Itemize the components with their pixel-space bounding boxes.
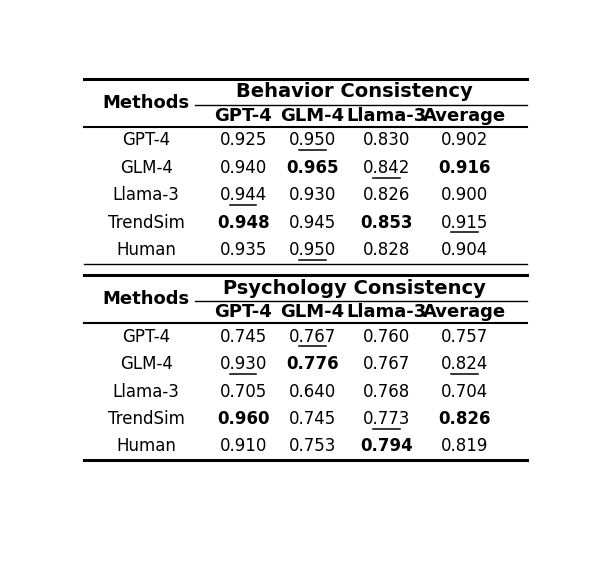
- Text: Human: Human: [116, 438, 176, 456]
- Text: Methods: Methods: [103, 290, 190, 308]
- Text: Llama-3: Llama-3: [346, 303, 426, 321]
- Text: 0.853: 0.853: [360, 214, 412, 232]
- Text: 0.916: 0.916: [439, 159, 491, 177]
- Text: 0.948: 0.948: [217, 214, 269, 232]
- Text: 0.830: 0.830: [362, 131, 410, 149]
- Text: Psychology Consistency: Psychology Consistency: [222, 278, 485, 298]
- Text: GPT-4: GPT-4: [122, 328, 170, 346]
- Text: 0.757: 0.757: [441, 328, 489, 346]
- Text: Llama-3: Llama-3: [113, 186, 179, 204]
- Text: 0.794: 0.794: [360, 438, 412, 456]
- Text: GLM-4: GLM-4: [280, 303, 344, 321]
- Text: 0.776: 0.776: [286, 355, 339, 373]
- Text: 0.930: 0.930: [219, 355, 267, 373]
- Text: 0.940: 0.940: [219, 159, 267, 177]
- Text: 0.930: 0.930: [288, 186, 336, 204]
- Text: 0.773: 0.773: [362, 410, 410, 428]
- Text: 0.768: 0.768: [362, 383, 410, 401]
- Text: 0.828: 0.828: [362, 241, 410, 259]
- Text: TrendSim: TrendSim: [108, 410, 185, 428]
- Text: Human: Human: [116, 241, 176, 259]
- Text: Llama-3: Llama-3: [113, 383, 179, 401]
- Text: 0.945: 0.945: [288, 214, 336, 232]
- Text: GPT-4: GPT-4: [214, 107, 272, 125]
- Text: 0.925: 0.925: [219, 131, 267, 149]
- Text: Average: Average: [423, 303, 507, 321]
- Text: 0.826: 0.826: [362, 186, 410, 204]
- Text: Methods: Methods: [103, 94, 190, 112]
- Text: 0.842: 0.842: [362, 159, 410, 177]
- Text: 0.902: 0.902: [441, 131, 489, 149]
- Text: 0.950: 0.950: [288, 241, 336, 259]
- Text: GLM-4: GLM-4: [120, 355, 172, 373]
- Text: 0.900: 0.900: [441, 186, 489, 204]
- Text: 0.915: 0.915: [441, 214, 489, 232]
- Text: 0.935: 0.935: [219, 241, 267, 259]
- Text: 0.760: 0.760: [362, 328, 410, 346]
- Text: 0.704: 0.704: [441, 383, 489, 401]
- Text: 0.745: 0.745: [219, 328, 267, 346]
- Text: Average: Average: [423, 107, 507, 125]
- Text: TrendSim: TrendSim: [108, 214, 185, 232]
- Text: 0.767: 0.767: [362, 355, 410, 373]
- Text: 0.640: 0.640: [288, 383, 336, 401]
- Text: Behavior Consistency: Behavior Consistency: [235, 83, 472, 101]
- Text: 0.824: 0.824: [441, 355, 489, 373]
- Text: Llama-3: Llama-3: [346, 107, 426, 125]
- Text: GPT-4: GPT-4: [122, 131, 170, 149]
- Text: 0.960: 0.960: [217, 410, 269, 428]
- Text: 0.753: 0.753: [288, 438, 336, 456]
- Text: 0.950: 0.950: [288, 131, 336, 149]
- Text: GPT-4: GPT-4: [214, 303, 272, 321]
- Text: GLM-4: GLM-4: [120, 159, 172, 177]
- Text: 0.826: 0.826: [439, 410, 491, 428]
- Text: 0.819: 0.819: [441, 438, 489, 456]
- Text: 0.904: 0.904: [441, 241, 489, 259]
- Text: 0.705: 0.705: [219, 383, 267, 401]
- Text: 0.910: 0.910: [219, 438, 267, 456]
- Text: 0.745: 0.745: [288, 410, 336, 428]
- Text: GLM-4: GLM-4: [280, 107, 344, 125]
- Text: 0.965: 0.965: [286, 159, 339, 177]
- Text: 0.767: 0.767: [288, 328, 336, 346]
- Text: 0.944: 0.944: [219, 186, 267, 204]
